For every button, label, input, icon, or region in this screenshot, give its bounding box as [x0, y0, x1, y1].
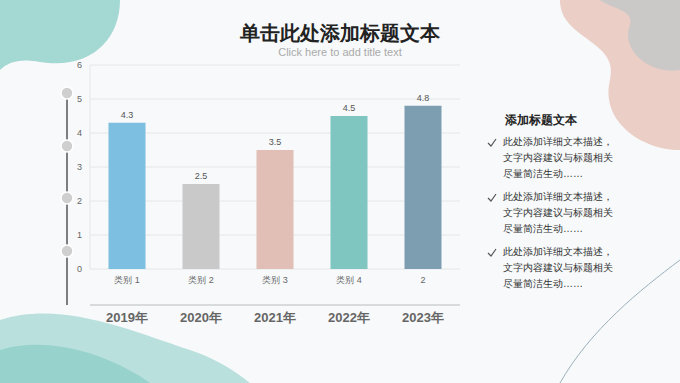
svg-text:类别 1: 类别 1	[114, 275, 140, 285]
html-text:此处添加详细文本描述，文字内容建议与标题相关尽量简洁生动……: 此处添加详细文本描述，文字内容建议与标题相关尽量简洁生动……	[503, 191, 613, 234]
html-text:单击此处添加标题文本: 单击此处添加标题文本	[240, 22, 440, 44]
svg-text:2: 2	[420, 275, 425, 285]
svg-text:0: 0	[77, 264, 82, 274]
svg-text:4.5: 4.5	[343, 103, 356, 113]
svg-text:4.3: 4.3	[121, 110, 134, 120]
svg-text:2023年: 2023年	[402, 310, 444, 325]
svg-text:5: 5	[77, 94, 82, 104]
svg-text:2021年: 2021年	[254, 310, 296, 325]
svg-text:6: 6	[77, 60, 82, 70]
html-text:添加标题文本: 添加标题文本	[505, 113, 577, 127]
svg-text:1: 1	[77, 230, 82, 240]
svg-text:3.5: 3.5	[269, 137, 282, 147]
svg-text:2019年: 2019年	[106, 310, 148, 325]
svg-text:2022年: 2022年	[328, 310, 370, 325]
svg-text:类别 4: 类别 4	[336, 275, 362, 285]
svg-text:2: 2	[77, 196, 82, 206]
svg-text:4.8: 4.8	[417, 93, 430, 103]
html-text:Click here to add title text: Click here to add title text	[278, 46, 402, 58]
svg-text:4: 4	[77, 128, 82, 138]
svg-text:2020年: 2020年	[180, 310, 222, 325]
svg-text:类别 2: 类别 2	[188, 275, 214, 285]
svg-text:2.5: 2.5	[195, 171, 208, 181]
svg-text:3: 3	[77, 162, 82, 172]
html-text:此处添加详细文本描述，文字内容建议与标题相关尽量简洁生动……: 此处添加详细文本描述，文字内容建议与标题相关尽量简洁生动……	[503, 246, 613, 289]
html-text:此处添加详细文本描述，文字内容建议与标题相关尽量简洁生动……: 此处添加详细文本描述，文字内容建议与标题相关尽量简洁生动……	[503, 136, 613, 179]
svg-text:类别 3: 类别 3	[262, 275, 288, 285]
